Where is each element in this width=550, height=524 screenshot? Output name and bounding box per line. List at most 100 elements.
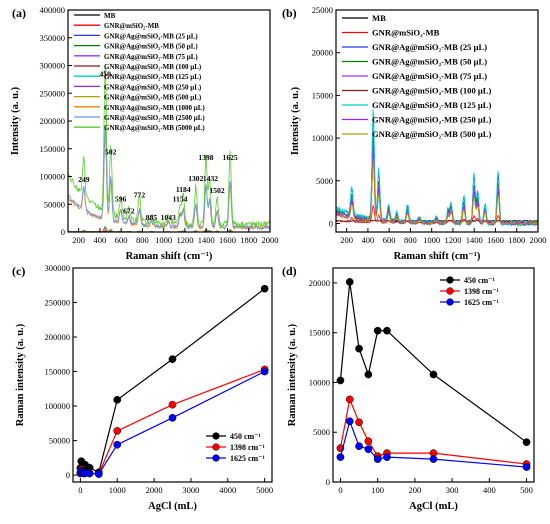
data-point xyxy=(113,427,122,435)
x-tick-label: 1600 xyxy=(487,235,504,245)
y-tick-label: 0 xyxy=(66,470,70,480)
legend-label: GNR@Ag@mSiO₂-MB (100 μL) xyxy=(104,63,202,71)
legend-label: 1398 cm⁻¹ xyxy=(230,443,265,452)
panel-3: (c)0 1000 2000 3000 4000 50000500001000001500… xyxy=(12,263,273,512)
plot-frame xyxy=(332,267,535,483)
x-tick-label: 1200 xyxy=(444,235,461,245)
x-tick-label: 1800 xyxy=(508,235,525,245)
series-line-1 xyxy=(339,397,527,465)
legend-label: GNR@Ag@mSiO₂-MB (75 μL) xyxy=(372,71,487,81)
data-point xyxy=(345,395,354,404)
x-tick-label: 500 xyxy=(520,485,533,495)
y-tick-label: 200000 xyxy=(40,116,66,126)
peak-annotation: 1043 xyxy=(161,213,176,222)
data-point xyxy=(336,376,345,385)
x-axis-label: AgCl (mL) xyxy=(148,501,197,512)
peak-annotation: 672 xyxy=(123,207,135,216)
x-tick-label: 1400 xyxy=(466,235,483,245)
spectrum-line-10 xyxy=(68,127,270,231)
peak-annotation: 1502 xyxy=(209,186,224,195)
x-tick-label: 1000 xyxy=(423,235,440,245)
legend-marker xyxy=(446,276,454,284)
legend-label: GNR@mSiO₂-MB xyxy=(372,28,440,38)
x-tick-label: 0 xyxy=(78,485,82,495)
data-point xyxy=(364,370,373,379)
y-tick-label: 15000 xyxy=(312,90,333,100)
legend-label: 1398 cm⁻¹ xyxy=(464,287,499,296)
y-axis-label: Raman intensity (a. u.) xyxy=(15,323,26,426)
x-tick-label: 5000 xyxy=(256,485,273,495)
series-line-0 xyxy=(339,281,527,443)
legend-label: GNR@Ag@mSiO₂-MB (500 μL) xyxy=(372,129,492,139)
y-tick-label: 10000 xyxy=(309,377,330,387)
series-line-2 xyxy=(339,419,527,468)
y-tick-label: 250000 xyxy=(40,88,66,98)
peak-annotation: 1154 xyxy=(173,194,188,203)
panel-label: (b) xyxy=(282,6,297,20)
x-tick-label: 0 xyxy=(338,485,342,495)
y-axis-label: Intensity (a. u.) xyxy=(290,86,301,155)
data-point xyxy=(383,326,391,335)
plot-area xyxy=(336,278,531,471)
data-point xyxy=(364,437,373,446)
x-tick-label: 200 xyxy=(409,485,422,495)
y-tick-label: 100000 xyxy=(40,172,66,182)
plot-area xyxy=(76,284,269,478)
legend-label: MB xyxy=(104,12,116,20)
spectrum-line-6 xyxy=(336,109,538,227)
y-tick-label: 400000 xyxy=(40,5,66,15)
y-tick-label: 15000 xyxy=(309,328,330,338)
x-tick-label: 400 xyxy=(483,485,496,495)
x-tick-label: 1000 xyxy=(155,235,172,245)
y-tick-label: 20000 xyxy=(309,278,330,288)
data-point xyxy=(168,413,177,422)
data-point xyxy=(522,463,531,471)
x-tick-label: 400 xyxy=(362,235,375,245)
data-point xyxy=(113,440,122,449)
legend-label: 1625 cm⁻¹ xyxy=(464,298,499,307)
spectrum-line-11 xyxy=(68,64,270,229)
y-tick-label: 20000 xyxy=(312,48,333,58)
legend-marker xyxy=(446,287,454,295)
peak-annotation: 450 xyxy=(100,70,112,79)
y-axis-label: Intensity (a. u.) xyxy=(10,86,21,155)
x-tick-label: 1600 xyxy=(219,235,236,245)
data-point xyxy=(336,453,345,461)
peak-annotation: 596 xyxy=(115,194,127,203)
data-point xyxy=(85,469,94,478)
legend-marker xyxy=(446,298,454,306)
x-tick-label: 2000 xyxy=(530,235,547,245)
y-tick-label: 100000 xyxy=(45,401,71,411)
y-tick-label: 350000 xyxy=(40,33,66,43)
legend-label: GNR@Ag@mSiO₂-MB (5000 μL) xyxy=(104,124,205,132)
data-point xyxy=(383,453,391,461)
legend-label: GNR@Ag@mSiO₂-MB (2500 μL) xyxy=(104,114,205,122)
data-point xyxy=(260,284,269,293)
legend-label: GNR@Ag@mSiO₂-MB (25 μL) xyxy=(372,42,487,52)
peak-annotation: 885 xyxy=(146,213,158,222)
y-tick-label: 50000 xyxy=(49,436,70,446)
spectrum-line-3 xyxy=(336,137,538,227)
legend-label: GNR@Ag@mSiO₂-MB (125 μL) xyxy=(104,73,202,81)
x-tick-label: 400 xyxy=(94,235,107,245)
spectrum-line-8 xyxy=(336,161,538,226)
peak-annotation: 249 xyxy=(78,175,90,184)
peak-annotation: 1432 xyxy=(203,174,218,183)
data-point xyxy=(168,400,177,409)
legend-label: GNR@Ag@mSiO₂-MB (50 μL) xyxy=(104,43,198,51)
legend-label: GNR@mSiO₂-MB xyxy=(104,22,159,30)
plot-area xyxy=(336,109,538,227)
legend-label: 450 cm⁻¹ xyxy=(230,432,261,441)
y-tick-label: 50000 xyxy=(44,199,65,209)
x-tick-label: 800 xyxy=(136,235,149,245)
panel-label: (c) xyxy=(12,264,25,278)
legend-label: GNR@Ag@mSiO₂-MB (50 μL) xyxy=(372,57,487,67)
y-tick-label: 300000 xyxy=(40,61,66,71)
spectrum-line-5 xyxy=(336,162,538,226)
x-tick-label: 1200 xyxy=(176,235,193,245)
y-tick-label: 150000 xyxy=(45,367,71,377)
legend-marker xyxy=(212,443,220,451)
x-axis-label: Raman shift (cm⁻¹) xyxy=(126,251,213,262)
data-point xyxy=(429,370,438,379)
